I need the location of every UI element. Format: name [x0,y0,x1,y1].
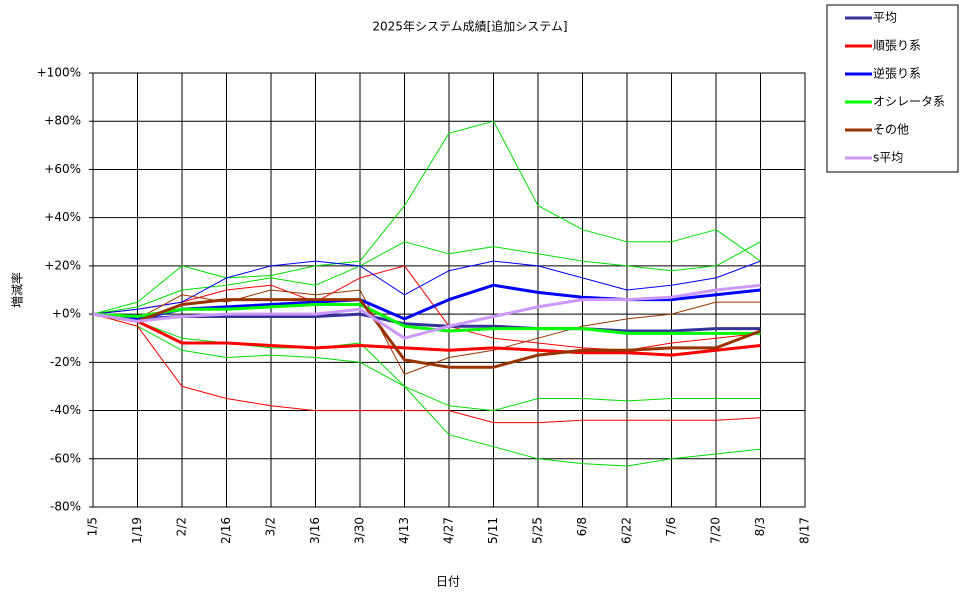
x-tick-label: 2/16 [219,517,233,544]
x-tick-label: 4/13 [397,517,411,544]
x-tick-label: 6/22 [620,517,634,544]
x-tick-label: 3/30 [353,517,367,544]
thin-line [92,265,761,351]
x-tick-label: 6/8 [575,517,589,536]
y-tick-label: +80% [44,114,81,128]
thin-line [92,120,761,315]
x-tick-label: 1/19 [130,517,144,544]
series-line [92,303,761,335]
y-tick-label: -60% [50,451,81,465]
y-tick-label: +40% [44,210,81,224]
series-line [92,298,762,369]
legend-label: s平均 [873,151,903,165]
y-tick-label: +60% [44,162,81,176]
x-tick-label: 1/5 [86,517,100,536]
thin-line [92,289,761,375]
x-tick-label: 5/11 [486,517,500,544]
legend-label: 順張り系 [873,39,921,53]
thin-line [92,241,761,315]
chart-title: 2025年システム成績[追加システム] [372,19,567,34]
y-tick-label: -40% [50,403,81,417]
y-tick-label: -80% [50,500,81,514]
thin-line [92,313,761,424]
legend-label: その他 [873,123,909,137]
x-tick-label: 3/2 [264,517,278,536]
y-axis-label: 増減率 [10,272,25,308]
y-tick-label: -20% [50,355,81,369]
y-tick-label: +20% [44,258,81,272]
legend-label: 平均 [873,11,897,25]
series-line [92,283,761,340]
y-tick-label: +0% [52,307,81,321]
legend-label: オシレータ系 [873,95,945,109]
x-tick-label: 5/25 [531,517,545,544]
thin-line [92,313,761,412]
y-tick-label: +100% [37,66,81,80]
series-line [92,312,761,357]
thin-line [92,260,761,315]
legend-box [826,4,959,173]
legend-label: 逆張り系 [873,66,921,81]
x-tick-label: 8/3 [753,517,767,536]
x-tick-label: 3/16 [308,517,322,544]
x-tick-label: 2/2 [175,517,189,536]
x-tick-label: 8/17 [798,517,812,544]
plot-frame [92,72,806,508]
x-tick-label: 7/6 [664,517,678,536]
x-tick-label: 7/20 [709,517,723,544]
x-tick-label: 4/27 [442,517,456,544]
x-axis-label: 日付 [436,575,460,589]
